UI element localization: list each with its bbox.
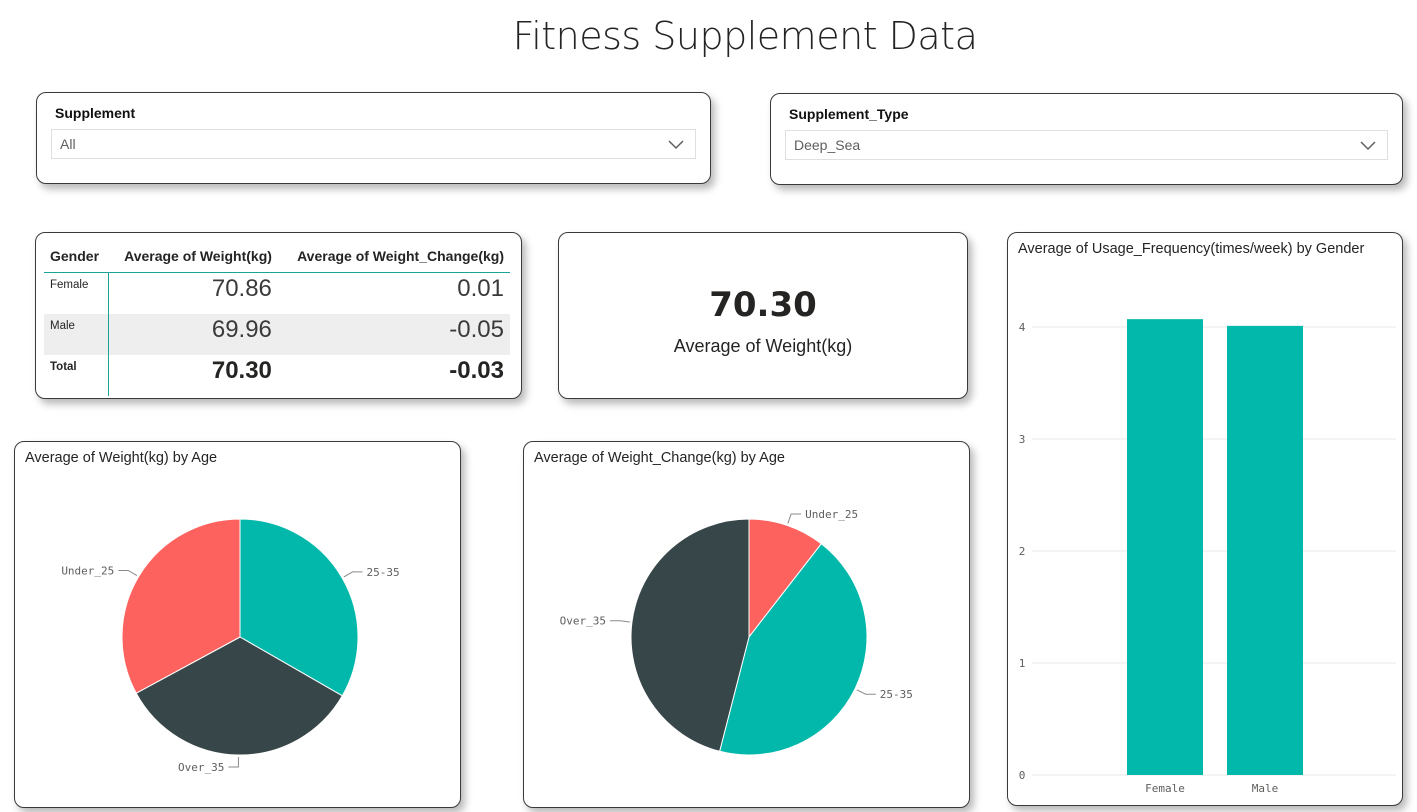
row-weight-change: 0.01 bbox=[457, 275, 504, 302]
total-weight: 70.30 bbox=[211, 357, 272, 384]
bar-female[interactable] bbox=[1127, 319, 1203, 775]
column-header-weight[interactable]: Average of Weight(kg) bbox=[108, 239, 278, 273]
weight-by-age-pie-card: Average of Weight(kg) by Age 25-35 Over_3… bbox=[14, 441, 461, 808]
y-tick-label: 1 bbox=[1019, 657, 1026, 670]
bar-chart-plot: 0 1 2 3 4 Female Male bbox=[1019, 319, 1396, 795]
supplement-type-slicer: Supplement_Type Deep_Sea bbox=[770, 93, 1403, 185]
total-weight-change: -0.03 bbox=[449, 357, 504, 384]
leader-line bbox=[118, 569, 138, 577]
supplement-type-dropdown[interactable]: Deep_Sea bbox=[785, 130, 1388, 160]
pie-slice-over-35[interactable] bbox=[135, 636, 343, 756]
table-total-row: Total 70.30 -0.03 bbox=[44, 355, 510, 396]
pie-slice-25-35[interactable] bbox=[239, 518, 359, 697]
pie-chart-plot: Under_25 25-35 Over_35 bbox=[560, 508, 913, 756]
x-tick-label: Female bbox=[1145, 782, 1185, 795]
table-row[interactable]: Male 69.96 -0.05 bbox=[44, 314, 510, 355]
kpi-label: Average of Weight(kg) bbox=[673, 336, 853, 356]
supplement-dropdown-value: All bbox=[60, 136, 76, 152]
gender-table-card: Gender Average of Weight(kg) Average of … bbox=[35, 232, 522, 399]
chart-title: Average of Weight(kg) by Age bbox=[25, 450, 218, 466]
table-row[interactable]: Female 70.86 0.01 bbox=[44, 272, 510, 314]
chevron-down-icon bbox=[1360, 141, 1376, 151]
leader-line bbox=[856, 689, 876, 695]
weight-change-by-age-pie-card: Average of Weight_Change(kg) by Age Unde… bbox=[523, 441, 970, 808]
column-header-weight-change[interactable]: Average of Weight_Change(kg) bbox=[277, 239, 510, 273]
chart-title: Average of Usage_Frequency(times/week) b… bbox=[1018, 241, 1365, 257]
pie-slice-under-25[interactable] bbox=[748, 518, 823, 639]
kpi-card: 70.30 Average of Weight(kg) bbox=[558, 232, 968, 399]
supplement-type-dropdown-value: Deep_Sea bbox=[794, 137, 861, 153]
y-tick-label: 0 bbox=[1019, 769, 1026, 782]
slice-label: Under_25 bbox=[805, 508, 858, 521]
slice-label: 25-35 bbox=[880, 688, 913, 701]
y-tick-label: 3 bbox=[1019, 433, 1026, 446]
supplement-slicer-label: Supplement bbox=[55, 105, 136, 121]
row-gender: Female bbox=[44, 272, 109, 314]
slice-label: 25-35 bbox=[367, 566, 400, 579]
supplement-type-slicer-label: Supplement_Type bbox=[789, 106, 909, 122]
y-tick-label: 2 bbox=[1019, 545, 1026, 558]
leader-line bbox=[343, 571, 363, 578]
leader-line bbox=[228, 756, 239, 768]
row-weight: 70.86 bbox=[211, 275, 272, 302]
chevron-down-icon bbox=[668, 140, 684, 150]
supplement-slicer: Supplement All bbox=[36, 92, 711, 184]
page-title: Fitness Supplement Data bbox=[512, 14, 978, 58]
kpi-value: 70.30 bbox=[709, 285, 817, 325]
slice-label: Under_25 bbox=[61, 564, 114, 577]
total-label: Total bbox=[44, 355, 109, 396]
supplement-dropdown[interactable]: All bbox=[51, 129, 696, 159]
usage-frequency-bar-chart: Average of Usage_Frequency(times/week) b… bbox=[1007, 232, 1403, 806]
row-weight: 69.96 bbox=[108, 314, 278, 355]
leader-line bbox=[787, 513, 802, 524]
bar-male[interactable] bbox=[1227, 325, 1303, 775]
pie-slice-25-35[interactable] bbox=[719, 543, 868, 756]
chart-title: Average of Weight_Change(kg) by Age bbox=[534, 450, 785, 466]
slice-label: Over_35 bbox=[178, 761, 224, 774]
row-weight-change: -0.05 bbox=[277, 314, 510, 355]
x-tick-label: Male bbox=[1252, 782, 1279, 795]
gender-table: Gender Average of Weight(kg) Average of … bbox=[44, 239, 510, 396]
y-tick-label: 4 bbox=[1019, 321, 1026, 334]
pie-slice-under-25[interactable] bbox=[121, 518, 241, 694]
column-header-gender[interactable]: Gender bbox=[44, 239, 109, 273]
row-gender: Male bbox=[44, 314, 109, 355]
pie-chart-plot: 25-35 Over_35 Under_25 bbox=[61, 518, 400, 774]
slice-label: Over_35 bbox=[560, 615, 606, 628]
pie-slice-over-35[interactable] bbox=[630, 518, 750, 752]
leader-line bbox=[610, 620, 631, 623]
